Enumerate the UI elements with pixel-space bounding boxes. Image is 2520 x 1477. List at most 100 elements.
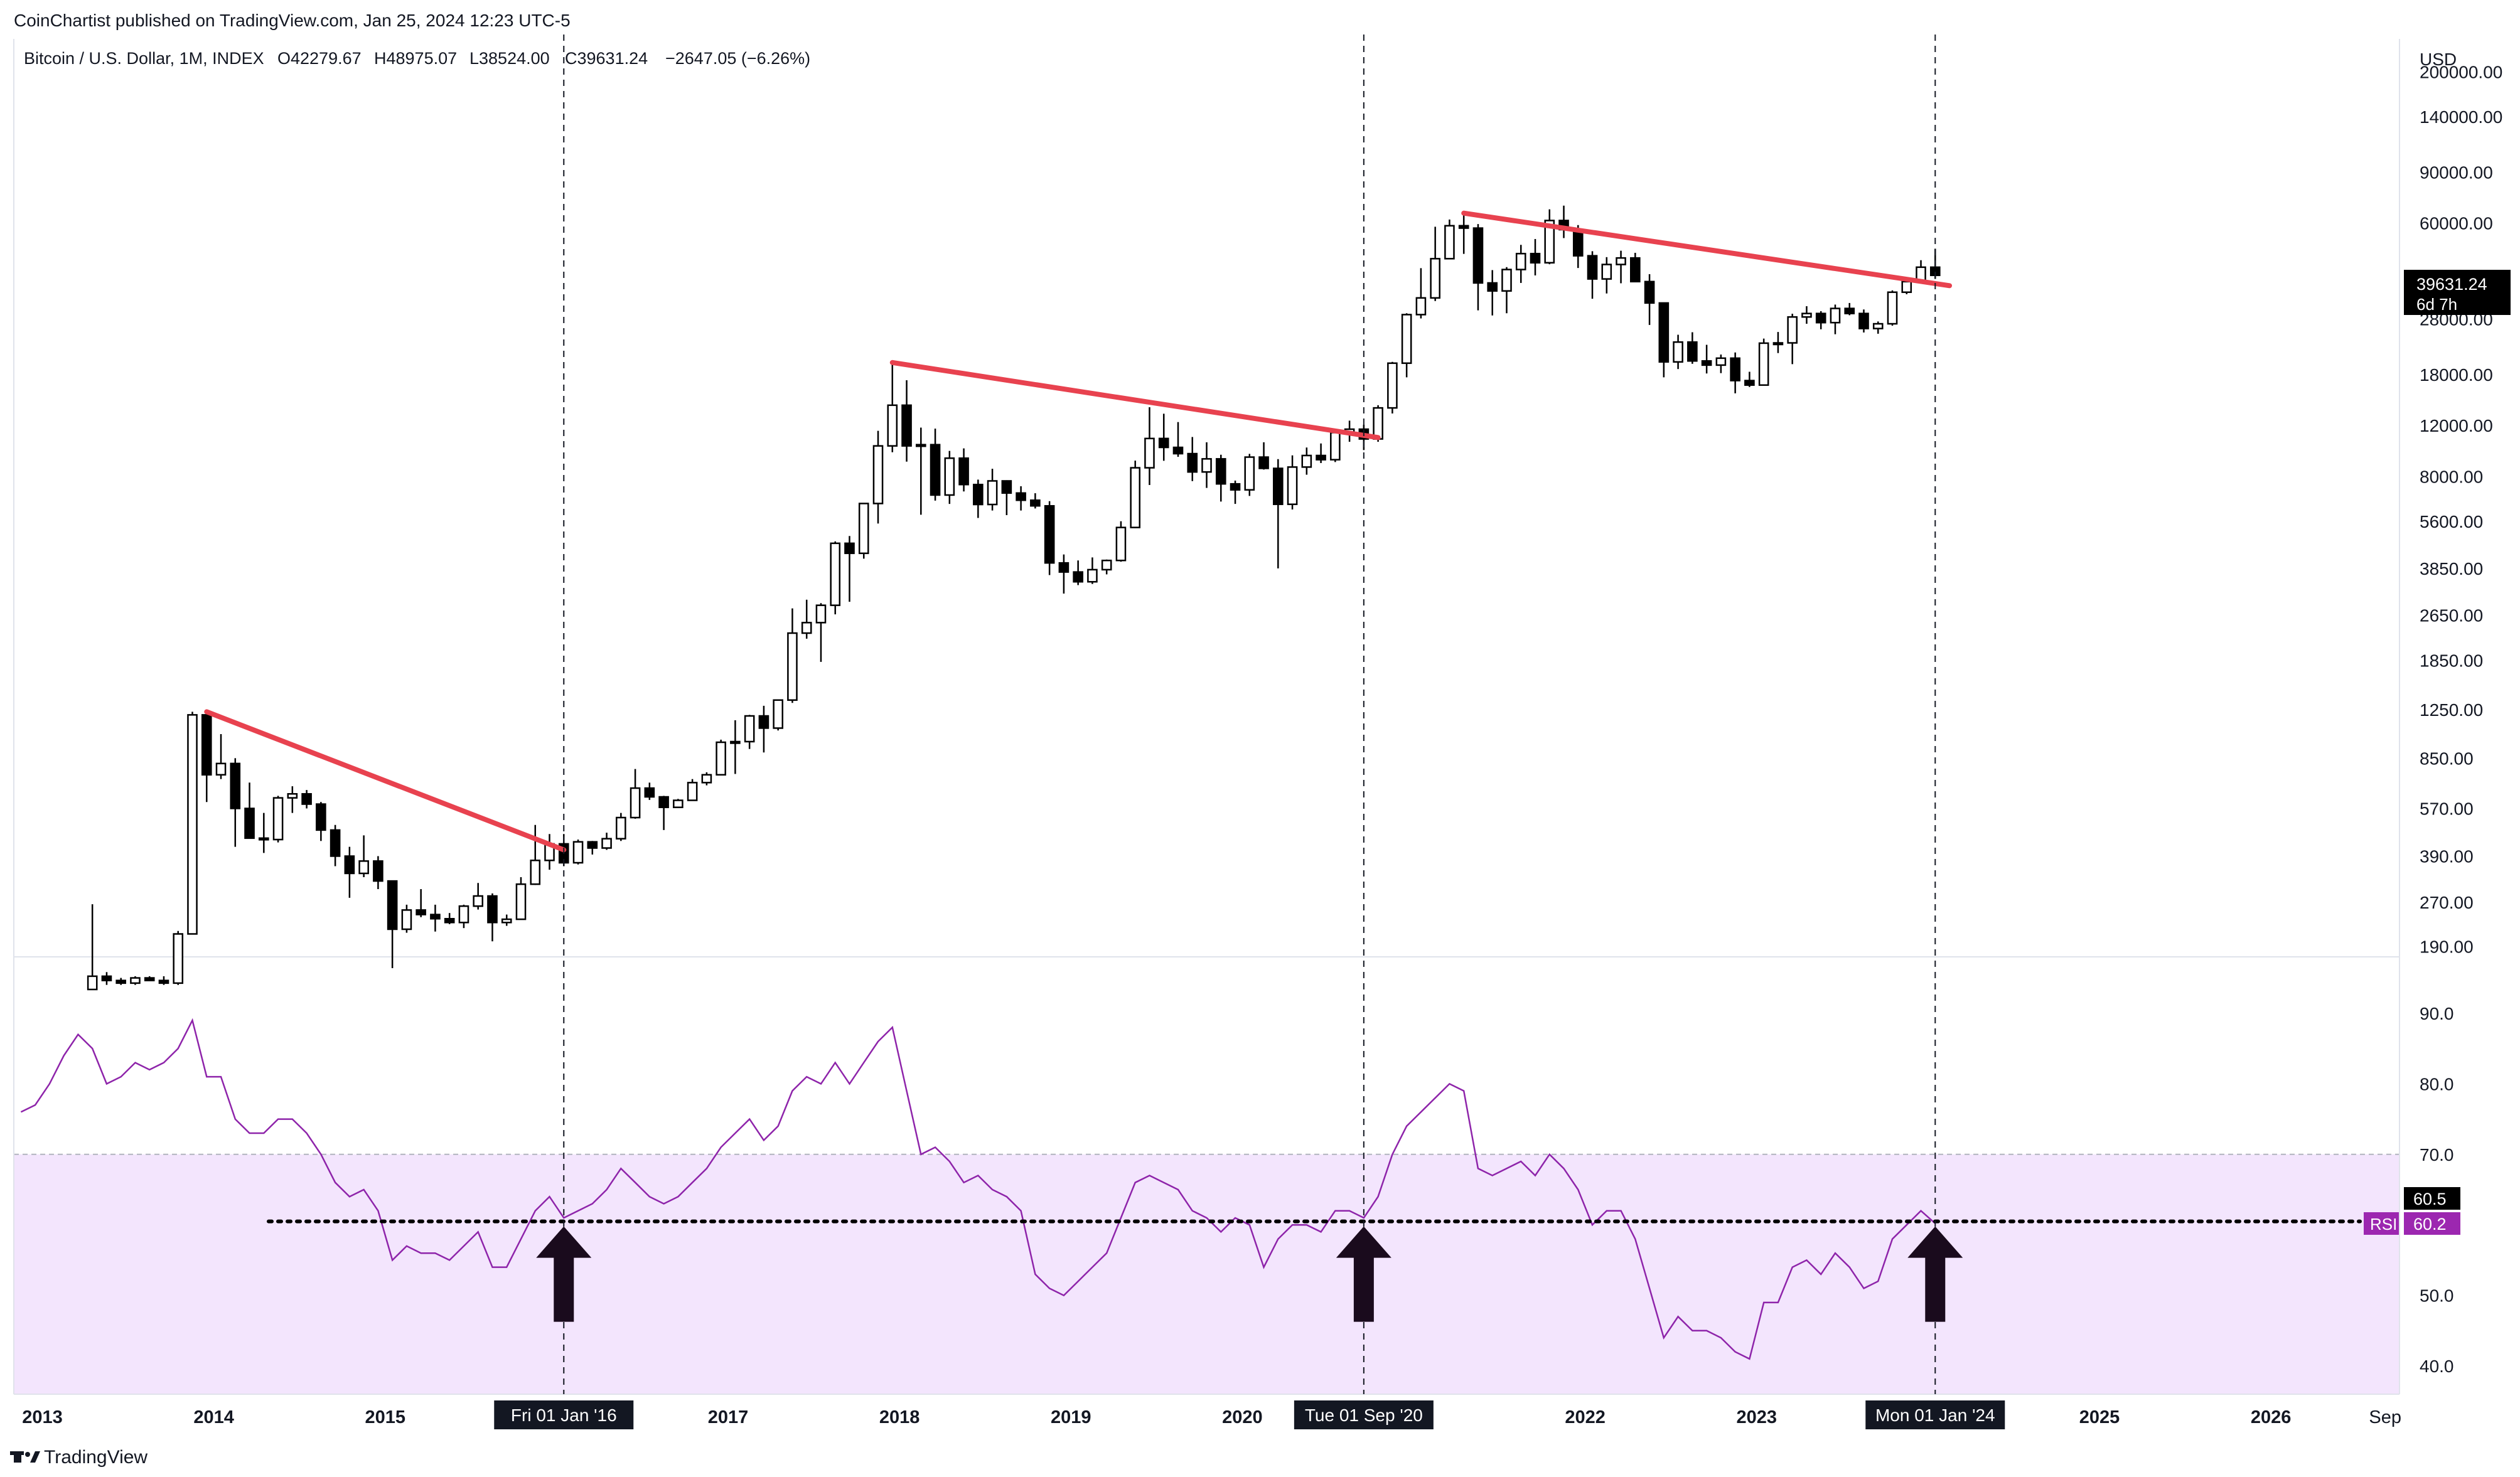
candle-body [1016, 492, 1026, 501]
trendline[interactable] [1461, 210, 1953, 289]
candle-body [658, 796, 669, 808]
candle-body [1044, 504, 1055, 564]
candle-body [1858, 312, 1869, 329]
candle-body [316, 803, 326, 831]
candle-body [673, 799, 684, 808]
tradingview-brand[interactable]: TradingView [10, 1447, 147, 1468]
candle [1587, 251, 1598, 299]
candle [773, 699, 783, 731]
rsi-line [20, 1018, 1936, 1360]
candle [616, 813, 626, 841]
candle-body [1030, 499, 1041, 507]
trendline[interactable] [204, 709, 567, 853]
candle-body [1830, 307, 1841, 324]
legend-row: Bitcoin / U.S. Dollar, 1M, INDEX O42279.… [24, 49, 810, 68]
candle-body [1744, 380, 1755, 386]
candle-body [1073, 571, 1083, 583]
rsi-level-box [2404, 1187, 2460, 1210]
candle-body [1187, 452, 1198, 473]
candle-body [1215, 458, 1226, 485]
candle [1601, 257, 1612, 294]
candle-body [744, 715, 755, 743]
candle [501, 914, 512, 926]
candle-body [1673, 341, 1683, 363]
candle-body [1472, 227, 1484, 284]
time-tick-label: 2018 [879, 1407, 920, 1427]
candle-body [1130, 467, 1141, 528]
candle [815, 603, 827, 662]
candle-body [1715, 357, 1727, 366]
candle-body [844, 542, 855, 555]
candle [787, 608, 798, 703]
candle [130, 976, 141, 985]
candle-body [987, 480, 998, 506]
candle [1815, 311, 1826, 329]
candle-body [887, 404, 898, 447]
candle-body [1644, 280, 1655, 304]
candle [1787, 313, 1798, 365]
candle-body [387, 880, 398, 930]
candle [201, 714, 212, 802]
candle-body [1844, 307, 1855, 314]
candle-body [272, 797, 284, 841]
candle-body [944, 457, 955, 496]
publisher-line: CoinChartist published on TradingView.co… [14, 11, 571, 30]
candle-body [458, 905, 469, 924]
ohlc-close: C39631.24 [565, 49, 648, 68]
candle-body [587, 841, 598, 849]
candle [458, 904, 469, 929]
candle [1187, 437, 1198, 481]
candle [301, 790, 312, 809]
candle-body [1230, 483, 1241, 491]
candle-body [215, 762, 227, 776]
candle-body [787, 632, 798, 701]
candle [316, 802, 326, 841]
candle [687, 779, 698, 801]
candle [272, 796, 284, 843]
candle-body [1373, 407, 1383, 440]
candle [1401, 313, 1412, 378]
candle-body [1787, 316, 1798, 344]
price-tick-label: 18000.00 [2420, 365, 2493, 385]
candle [1772, 332, 1784, 353]
candle [1073, 560, 1083, 585]
candle-body [716, 741, 726, 776]
candle [1430, 227, 1440, 301]
candle [515, 877, 527, 920]
arrows-layer [536, 1226, 1963, 1322]
candle [144, 976, 155, 981]
rsi-name: RSI [2370, 1215, 2397, 1234]
candle [1801, 306, 1812, 324]
candle [1872, 321, 1884, 334]
price-axis[interactable]: USD 200000.00140000.0090000.0060000.0028… [2420, 50, 2502, 957]
price-tick-label: 8000.00 [2420, 467, 2483, 486]
candle-body [158, 979, 169, 984]
candle [601, 833, 612, 850]
candle [1487, 270, 1498, 316]
rsi-axis[interactable]: 90.0 80.0 70.0 50.0 40.0 [2420, 1004, 2454, 1376]
rsi-value-label: RSI 60.2 [2364, 1212, 2460, 1235]
candle [1501, 267, 1512, 314]
time-axis[interactable]: 2013 2014 2015 2017 2018 2019 2020 2022 2023 2025… [22, 1407, 2401, 1427]
candle [1616, 250, 1626, 284]
rsi-layer [20, 1018, 2362, 1360]
candle-body [1172, 446, 1184, 455]
candle [930, 429, 941, 501]
candle [1544, 209, 1555, 265]
candle-body [201, 714, 212, 776]
candle [844, 536, 855, 602]
candle-body [1515, 252, 1526, 270]
candle [887, 361, 898, 452]
rsi-name-box [2364, 1212, 2399, 1235]
candle [1058, 554, 1070, 594]
candle [173, 930, 184, 985]
candle [901, 380, 912, 462]
price-tick-label: 850.00 [2420, 749, 2474, 768]
time-tick-label: Sep [2369, 1407, 2401, 1427]
symbol-title[interactable]: Bitcoin / U.S. Dollar, 1M, INDEX [24, 49, 264, 68]
candle-body [1487, 282, 1498, 292]
trendline[interactable] [889, 360, 1381, 440]
candle [701, 772, 712, 786]
candle [330, 824, 341, 866]
